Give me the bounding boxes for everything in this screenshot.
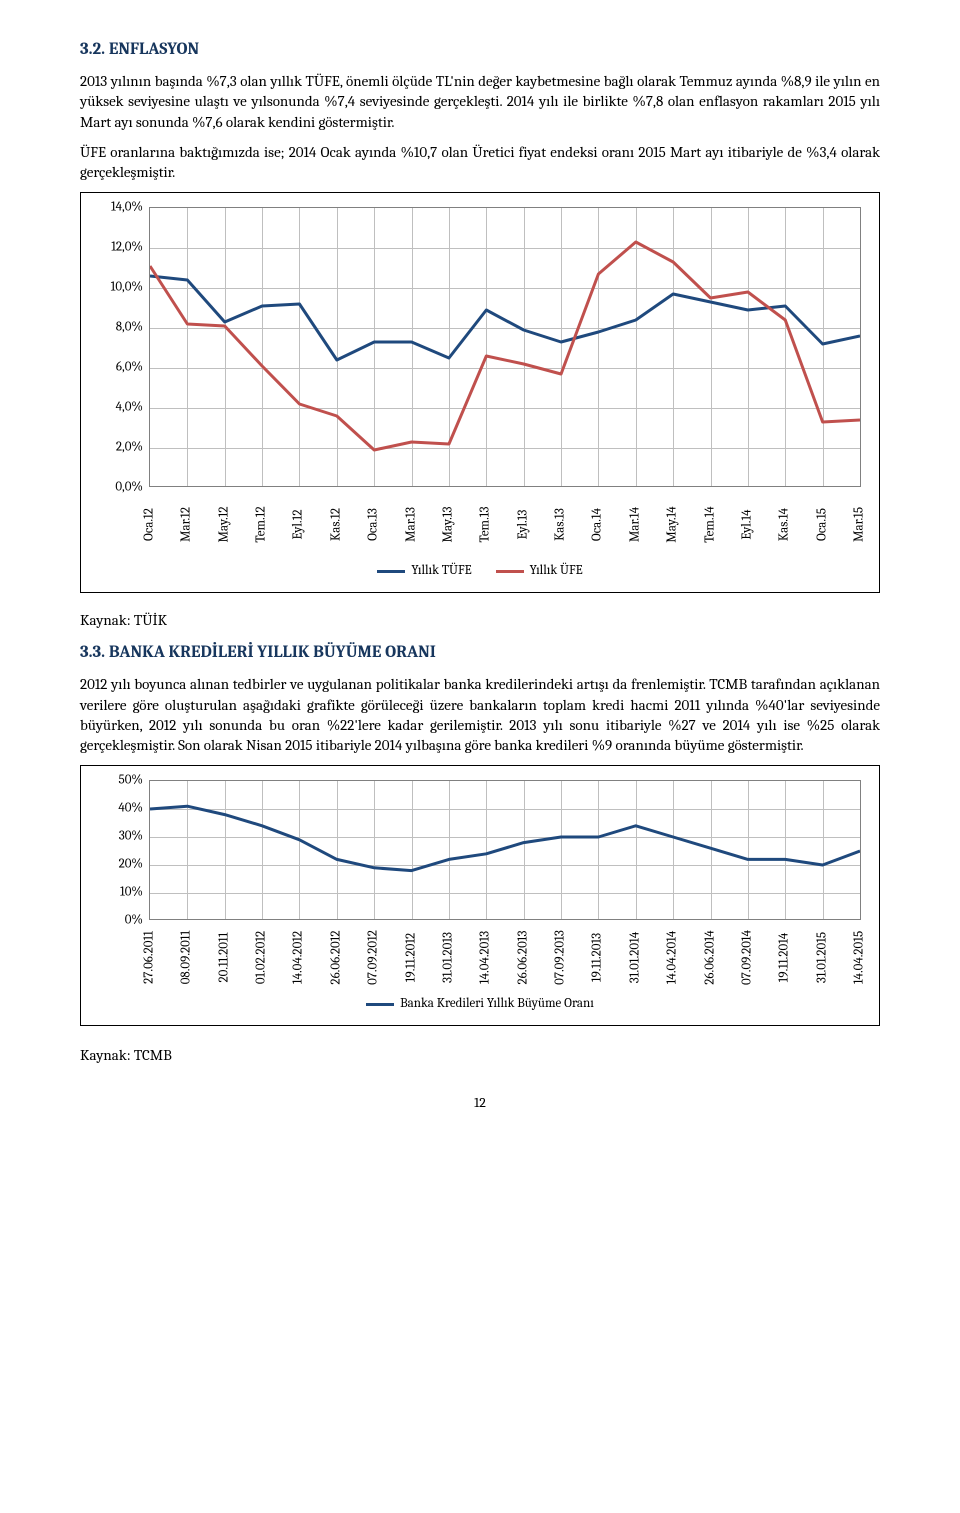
x-tick-label: Oca.12 [142, 508, 157, 541]
x-tick-label: May.12 [216, 507, 231, 543]
inflation-para2: ÜFE oranlarına baktığımızda ise; 2014 Oc… [80, 142, 880, 183]
x-tick-label: Oca.13 [366, 508, 381, 541]
x-tick-label: Mar.13 [403, 507, 418, 542]
x-tick-label: Tem.12 [254, 507, 269, 543]
x-tick-label: Eyl.13 [515, 510, 530, 540]
x-tick-label: Mar.12 [179, 507, 194, 542]
chart2-x-axis: 27.06.201108.09.201120.11.201101.02.2012… [149, 920, 861, 980]
x-tick-label: Kas.12 [328, 508, 343, 541]
x-tick-label: 31.01.2015 [814, 932, 829, 983]
chart1-x-axis: Oca.12Mar.12May.12Tem.12Eyl.12Kas.12Oca.… [149, 487, 861, 547]
chart2-plot [149, 780, 861, 920]
legend-item: Banka Kredileri Yıllık Büyüme Oranı [366, 996, 594, 1011]
credit-para1: 2012 yılı boyunca alınan tedbirler ve uy… [80, 674, 880, 755]
source-tcmb: Kaynak: TCMB [80, 1046, 880, 1064]
x-tick-label: Mar.14 [627, 507, 642, 542]
x-tick-label: 27.06.2011 [142, 931, 157, 984]
chart1-plot [149, 207, 861, 487]
x-tick-label: 08.09.2011 [179, 931, 194, 985]
legend-item: Yıllık ÜFE [496, 563, 583, 578]
y-tick-label: 4,0% [116, 400, 143, 415]
y-tick-label: 12,0% [111, 240, 143, 255]
x-tick-label: Tem.14 [702, 507, 717, 543]
x-tick-label: 19.11.2013 [590, 933, 605, 982]
credit-chart: 0%10%20%30%40%50% 27.06.201108.09.201120… [80, 765, 880, 1026]
y-tick-label: 0,0% [115, 480, 143, 495]
y-tick-label: 14,0% [111, 200, 143, 215]
x-tick-label: 20.11.2011 [216, 933, 231, 983]
x-tick-label: 07.09.2012 [366, 930, 381, 985]
inflation-heading: 3.2. ENFLASYON [80, 40, 880, 59]
x-tick-label: 19.11.2014 [777, 933, 792, 983]
x-tick-label: May.14 [665, 507, 680, 543]
y-tick-label: 20% [119, 857, 143, 872]
y-tick-label: 8,0% [116, 320, 143, 335]
y-tick-label: 6,0% [116, 360, 143, 375]
x-tick-label: 31.01.2014 [627, 932, 642, 983]
x-tick-label: Kas.13 [553, 508, 568, 541]
legend-label: Yıllık TÜFE [411, 563, 471, 578]
x-tick-label: May.13 [440, 507, 455, 543]
x-tick-label: Tem.13 [478, 507, 493, 543]
chart2-y-axis: 0%10%20%30%40%50% [99, 780, 147, 920]
y-tick-label: 2,0% [116, 440, 143, 455]
chart1-legend: Yıllık TÜFE Yıllık ÜFE [99, 547, 861, 580]
y-tick-label: 40% [118, 801, 143, 816]
x-tick-label: Eyl.12 [291, 510, 306, 540]
x-tick-label: 01.02.2012 [254, 931, 269, 984]
page-number: 12 [80, 1094, 880, 1111]
x-tick-label: Mar.15 [852, 507, 867, 542]
credit-heading: 3.3. BANKA KREDİLERİ YILLIK BÜYÜME ORANI [80, 643, 880, 662]
inflation-chart: 0,0% 2,0% 4,0% 6,0% 8,0% 10,0% 12,0% 14,0% Oca.… [80, 192, 880, 593]
chart1-y-axis: 0,0%2,0%4,0%6,0%8,0%10,0%12,0%14,0% [99, 207, 147, 487]
y-tick-label: 50% [119, 773, 143, 788]
x-tick-label: 14.04.2014 [665, 931, 680, 985]
x-tick-label: 14.04.2013 [478, 931, 493, 984]
inflation-para1: 2013 yılının başında %7,3 olan yıllık TÜ… [80, 71, 880, 132]
y-tick-label: 0% [125, 913, 143, 928]
x-tick-label: 07.09.2013 [553, 930, 568, 985]
legend-label: Banka Kredileri Yıllık Büyüme Oranı [400, 996, 594, 1011]
legend-label: Yıllık ÜFE [530, 563, 583, 578]
x-tick-label: 07.09.2014 [739, 930, 754, 985]
chart2-legend: Banka Kredileri Yıllık Büyüme Oranı [99, 980, 861, 1013]
x-tick-label: Oca.15 [814, 508, 829, 541]
source-tuik: Kaynak: TÜİK [80, 611, 880, 629]
x-tick-label: 26.06.2013 [515, 931, 530, 985]
x-tick-label: Eyl.14 [739, 510, 754, 540]
x-tick-label: Oca.14 [590, 508, 605, 541]
y-tick-label: 10,0% [111, 280, 143, 295]
x-tick-label: 14.04.2015 [852, 931, 867, 984]
y-tick-label: 10% [120, 885, 143, 900]
x-tick-label: 14.04.2012 [291, 931, 306, 984]
x-tick-label: Kas.14 [777, 508, 792, 541]
x-tick-label: 26.06.2012 [328, 931, 343, 985]
x-tick-label: 26.06.2014 [702, 931, 717, 985]
legend-item: Yıllık TÜFE [377, 563, 471, 578]
x-tick-label: 19.11.2012 [403, 933, 418, 982]
y-tick-label: 30% [119, 829, 143, 844]
x-tick-label: 31.01.2013 [440, 932, 455, 983]
